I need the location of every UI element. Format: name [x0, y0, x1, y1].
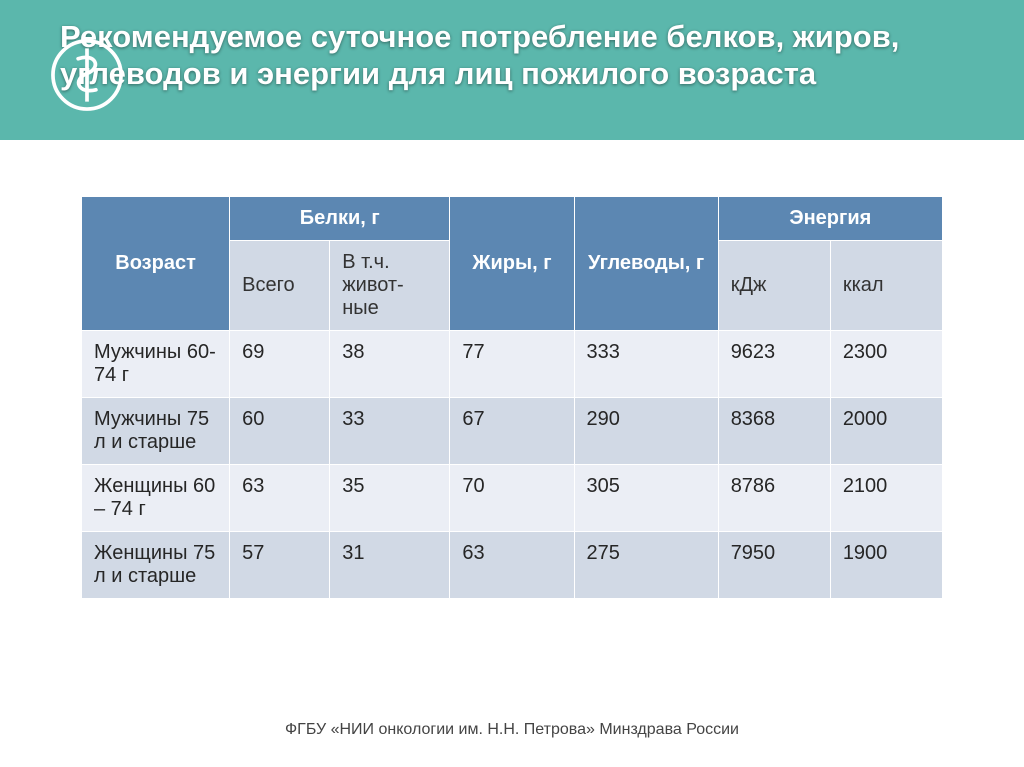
cell-val: 70: [450, 465, 574, 532]
slide-title: Рекомендуемое суточное потребление белко…: [60, 18, 984, 92]
nutrition-table: Возраст Белки, г Жиры, г Углеводы, г Эне…: [80, 195, 944, 600]
cell-age: Женщины 75 л и старше: [82, 532, 230, 599]
table-row: Женщины 60 – 74 г 63 35 70 305 8786 2100: [82, 465, 943, 532]
title-band: Рекомендуемое суточное потребление белко…: [0, 0, 1024, 140]
medical-logo-icon: [50, 38, 124, 112]
table-row: Мужчины 75 л и старше 60 33 67 290 8368 …: [82, 398, 943, 465]
cell-val: 1900: [830, 532, 942, 599]
cell-val: 31: [330, 532, 450, 599]
cell-val: 2300: [830, 331, 942, 398]
th-protein-total: Всего: [230, 241, 330, 331]
cell-val: 275: [574, 532, 718, 599]
cell-val: 69: [230, 331, 330, 398]
th-energy-kj: кДж: [718, 241, 830, 331]
cell-age: Женщины 60 – 74 г: [82, 465, 230, 532]
cell-val: 7950: [718, 532, 830, 599]
table-row: Женщины 75 л и старше 57 31 63 275 7950 …: [82, 532, 943, 599]
cell-age: Мужчины 75 л и старше: [82, 398, 230, 465]
cell-val: 8786: [718, 465, 830, 532]
cell-val: 38: [330, 331, 450, 398]
th-fat: Жиры, г: [450, 197, 574, 331]
th-energy: Энергия: [718, 197, 942, 241]
cell-val: 57: [230, 532, 330, 599]
th-protein: Белки, г: [230, 197, 450, 241]
cell-val: 60: [230, 398, 330, 465]
th-protein-animal: В т.ч. живот-ные: [330, 241, 450, 331]
cell-age: Мужчины 60-74 г: [82, 331, 230, 398]
cell-val: 2000: [830, 398, 942, 465]
th-age: Возраст: [82, 197, 230, 331]
cell-val: 290: [574, 398, 718, 465]
cell-val: 9623: [718, 331, 830, 398]
th-carb: Углеводы, г: [574, 197, 718, 331]
slide: Рекомендуемое суточное потребление белко…: [0, 0, 1024, 767]
cell-val: 305: [574, 465, 718, 532]
cell-val: 67: [450, 398, 574, 465]
cell-val: 77: [450, 331, 574, 398]
cell-val: 35: [330, 465, 450, 532]
cell-val: 63: [230, 465, 330, 532]
footer-attribution: ФГБУ «НИИ онкологии им. Н.Н. Петрова» Ми…: [0, 721, 1024, 739]
table-row: Мужчины 60-74 г 69 38 77 333 9623 2300: [82, 331, 943, 398]
cell-val: 63: [450, 532, 574, 599]
cell-val: 8368: [718, 398, 830, 465]
cell-val: 2100: [830, 465, 942, 532]
cell-val: 333: [574, 331, 718, 398]
th-energy-kcal: ккал: [830, 241, 942, 331]
cell-val: 33: [330, 398, 450, 465]
